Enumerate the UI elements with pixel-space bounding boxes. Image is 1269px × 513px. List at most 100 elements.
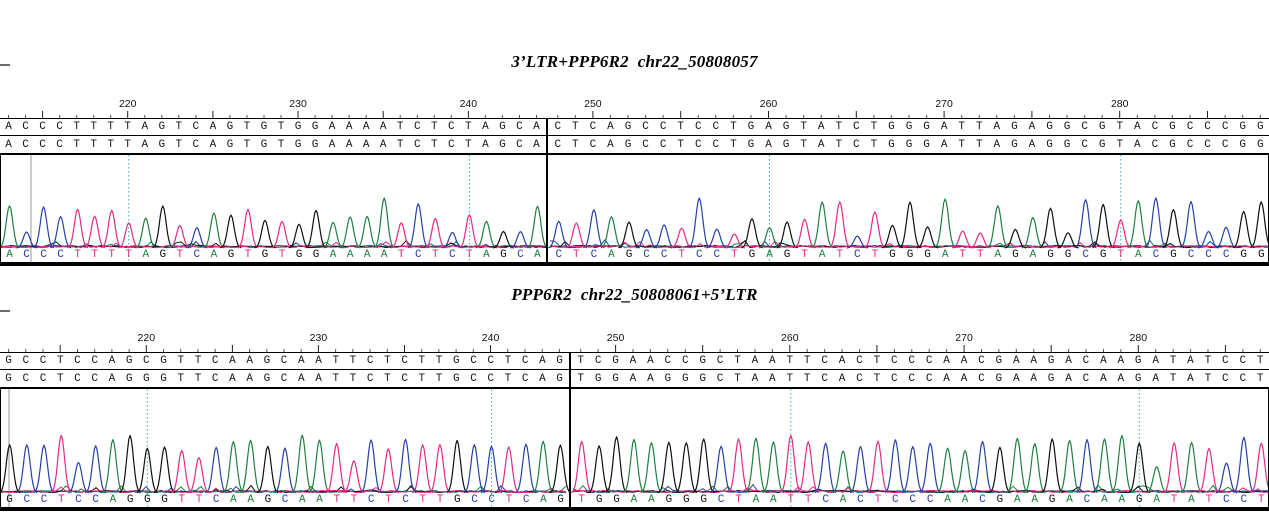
base-letter: G <box>499 120 506 133</box>
base-letter: G <box>452 354 460 367</box>
base-letter: T <box>787 493 795 506</box>
base-letter: C <box>40 248 47 261</box>
base-letter: G <box>5 372 12 385</box>
base-letter: G <box>1064 248 1072 261</box>
base-letter: C <box>1151 120 1159 133</box>
base-letter: A <box>1029 248 1037 261</box>
base-letter: C <box>74 372 81 385</box>
base-letter: T <box>874 493 882 506</box>
base-letter: G <box>1256 138 1264 151</box>
ruler-label: 240 <box>481 332 500 344</box>
base-letter: C <box>470 354 477 367</box>
base-letter: C <box>193 248 201 261</box>
base-letter: G <box>613 493 620 506</box>
base-letter: A <box>607 120 614 133</box>
base-letter: C <box>1204 120 1211 133</box>
position-ruler: 220 230 240 250 260 270 280 <box>0 331 1269 353</box>
base-letter: T <box>505 493 513 506</box>
base-letter: A <box>482 138 489 151</box>
base-letter: T <box>803 372 811 385</box>
ruler-label: 230 <box>309 332 328 344</box>
base-letter: G <box>1046 138 1053 151</box>
base-letter: G <box>160 354 167 367</box>
base-letter: C <box>822 493 829 506</box>
base-letter: C <box>1186 120 1194 133</box>
base-letter: C <box>448 120 455 133</box>
base-letter: C <box>659 138 667 151</box>
base-letter: A <box>1012 372 1020 385</box>
base-letter: C <box>554 120 562 133</box>
base-letter: C <box>716 372 724 385</box>
base-letter: T <box>175 138 183 151</box>
base-letter: T <box>124 120 132 133</box>
base-letter: G <box>312 248 320 261</box>
base-letter: T <box>384 354 391 367</box>
base-letter: C <box>1082 372 1090 385</box>
base-letter: T <box>504 354 512 367</box>
base-letter: A <box>539 354 546 367</box>
base-letter: T <box>195 493 203 506</box>
base-letter: A <box>1152 372 1159 385</box>
base-letter: A <box>607 138 614 151</box>
base-letter: A <box>1030 372 1037 385</box>
base-letter: G <box>1135 493 1143 506</box>
base-letter: C <box>22 354 30 367</box>
base-letter: C <box>1081 138 1088 151</box>
base-letter: G <box>1046 120 1053 133</box>
ruler-label: 280 <box>1110 98 1129 110</box>
base-letter: A <box>1066 493 1073 506</box>
base-letter: C <box>413 120 421 133</box>
base-letter: T <box>431 248 439 261</box>
base-letter: G <box>1169 120 1176 133</box>
base-letter: T <box>804 493 812 506</box>
base-letter: T <box>1256 372 1264 385</box>
base-letter: C <box>891 354 898 367</box>
base-letter: T <box>419 493 427 506</box>
base-letter: C <box>713 248 721 261</box>
base-letter: T <box>194 372 202 385</box>
base-letter: C <box>926 493 934 506</box>
ruler-label: 250 <box>606 332 625 344</box>
base-letter: T <box>800 138 807 151</box>
base-letter: A <box>941 248 949 261</box>
base-letter: A <box>839 493 847 506</box>
base-letter: T <box>873 354 881 367</box>
base-letter: G <box>452 372 460 385</box>
base-letter: G <box>1170 248 1177 261</box>
base-letter: A <box>752 493 760 506</box>
base-letter: C <box>192 138 200 151</box>
base-letter: C <box>487 354 495 367</box>
base-letter: C <box>516 120 523 133</box>
base-letter: G <box>311 120 319 133</box>
base-letter: A <box>483 248 490 261</box>
base-letter: T <box>1257 493 1265 506</box>
base-letter: C <box>22 120 29 133</box>
base-letter: A <box>961 493 969 506</box>
base-letter: C <box>39 120 46 133</box>
base-letter: C <box>717 493 725 506</box>
base-letter: G <box>1099 248 1107 261</box>
base-letter: A <box>943 372 950 385</box>
base-letter: T <box>56 372 64 385</box>
base-letter: T <box>577 372 585 385</box>
base-letter: G <box>1256 120 1264 133</box>
base-letter: C <box>642 120 649 133</box>
base-letter: A <box>630 493 638 506</box>
base-letter: A <box>540 493 547 506</box>
base-letter: A <box>328 138 336 151</box>
base-letter: T <box>731 248 738 261</box>
base-letter: C <box>488 493 496 506</box>
base-letter: T <box>466 248 473 261</box>
base-letter: G <box>624 120 632 133</box>
base-letter: C <box>22 372 30 385</box>
base-letter: G <box>748 248 756 261</box>
left-edge-tick <box>0 64 10 66</box>
base-letter: A <box>629 372 637 385</box>
base-letter: C <box>712 138 720 151</box>
